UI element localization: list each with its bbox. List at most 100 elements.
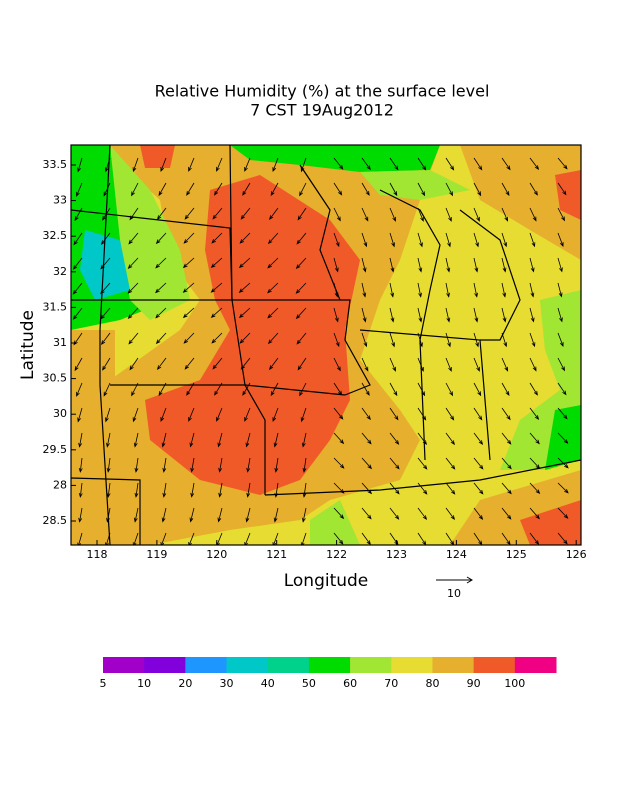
wind-vector <box>473 207 480 222</box>
y-tick-label: 33 <box>53 194 67 207</box>
wind-vector <box>529 157 540 170</box>
y-tick-label: 32.5 <box>43 229 68 242</box>
wind-vector <box>361 407 371 421</box>
wind-vector <box>557 182 567 196</box>
wind-vector <box>361 307 367 323</box>
wind-vector <box>296 232 307 245</box>
wind-vector <box>238 282 251 293</box>
wind-vector <box>417 232 423 248</box>
wind-vector <box>333 232 340 248</box>
x-tick-label: 119 <box>146 548 167 561</box>
wind-vector <box>78 482 83 498</box>
wind-vector <box>445 357 452 372</box>
wind-vector <box>389 232 395 248</box>
wind-vector <box>445 432 455 446</box>
wind-vector <box>100 257 111 270</box>
wind-vector <box>417 207 424 222</box>
colorbar-label: 20 <box>178 677 192 690</box>
wind-vector <box>212 207 223 220</box>
wind-vector <box>182 282 195 293</box>
wind-vector <box>301 507 307 523</box>
wind-vector <box>501 357 509 372</box>
wind-vector <box>267 232 279 245</box>
wind-vector <box>333 332 340 348</box>
wind-vector <box>361 157 371 171</box>
wind-vector <box>238 307 251 319</box>
wind-vector <box>158 182 167 197</box>
wind-vector <box>160 532 167 545</box>
colorbar-label: 100 <box>504 677 525 690</box>
wind-vector <box>445 507 455 521</box>
wind-vector <box>361 482 373 495</box>
wind-vector <box>216 157 223 172</box>
colorbar-label: 10 <box>137 677 151 690</box>
wind-vector <box>295 307 307 320</box>
wind-vector <box>557 482 569 494</box>
wind-vector <box>127 307 139 319</box>
wind-vector <box>501 482 512 495</box>
wind-vector <box>557 307 563 323</box>
wind-vector <box>361 257 367 273</box>
wind-vector <box>299 382 307 397</box>
wind-vector <box>155 307 167 319</box>
wind-vector <box>417 482 428 495</box>
wind-vector <box>190 482 195 498</box>
wind-vector <box>445 282 450 298</box>
wind-vector <box>445 157 455 171</box>
wind-vector <box>188 532 195 545</box>
wind-vector <box>78 432 83 448</box>
wind-vector <box>78 507 83 523</box>
wind-vector <box>186 182 195 196</box>
wind-vector <box>218 482 223 498</box>
wind-vector <box>100 307 111 320</box>
colorbar-swatch <box>144 657 186 673</box>
y-tick-label: 31 <box>53 336 67 349</box>
wind-vector <box>129 207 139 221</box>
colorbar-label: 80 <box>425 677 439 690</box>
wind-vector <box>333 407 344 420</box>
wind-vector <box>473 482 484 495</box>
wind-vector <box>272 407 279 423</box>
y-tick-label: 32 <box>53 265 67 278</box>
wind-vector <box>445 382 454 397</box>
wind-vector <box>272 157 279 173</box>
wind-vector <box>417 182 426 197</box>
wind-vector <box>417 282 422 298</box>
wind-vector <box>501 407 511 421</box>
wind-vector <box>77 532 83 545</box>
colorbar-swatch <box>391 657 433 673</box>
wind-vector <box>529 207 537 222</box>
wind-vector <box>214 382 223 396</box>
wind-vector <box>557 157 568 170</box>
wind-vector <box>389 432 400 445</box>
wind-vector <box>183 232 195 244</box>
y-tick-label: 29.5 <box>43 443 68 456</box>
colorbar-swatch <box>350 657 392 673</box>
wind-vector <box>417 382 426 397</box>
wind-vector <box>473 257 479 273</box>
wind-vector <box>128 232 139 245</box>
wind-vector <box>389 382 398 397</box>
wind-vector <box>333 482 345 494</box>
wind-vector <box>210 282 223 293</box>
wind-vector <box>162 457 167 473</box>
wind-vector <box>186 382 195 396</box>
wind-vector <box>389 457 400 470</box>
wind-vector <box>72 307 83 320</box>
wind-vector <box>333 382 343 396</box>
colorbar-swatch <box>103 657 145 673</box>
wind-vector <box>361 182 370 196</box>
wind-vector <box>529 382 538 396</box>
wind-vector <box>501 157 511 171</box>
wind-vector <box>77 407 83 423</box>
wind-vector <box>445 332 451 348</box>
wind-vector <box>529 357 537 372</box>
wind-vector <box>238 257 251 269</box>
wind-vector <box>74 357 83 372</box>
wind-vector <box>245 507 251 523</box>
colorbar-swatch <box>514 657 557 673</box>
wind-vector <box>557 507 569 519</box>
wind-vector <box>389 157 399 171</box>
wind-vector <box>417 257 423 273</box>
wind-vector <box>389 357 396 372</box>
